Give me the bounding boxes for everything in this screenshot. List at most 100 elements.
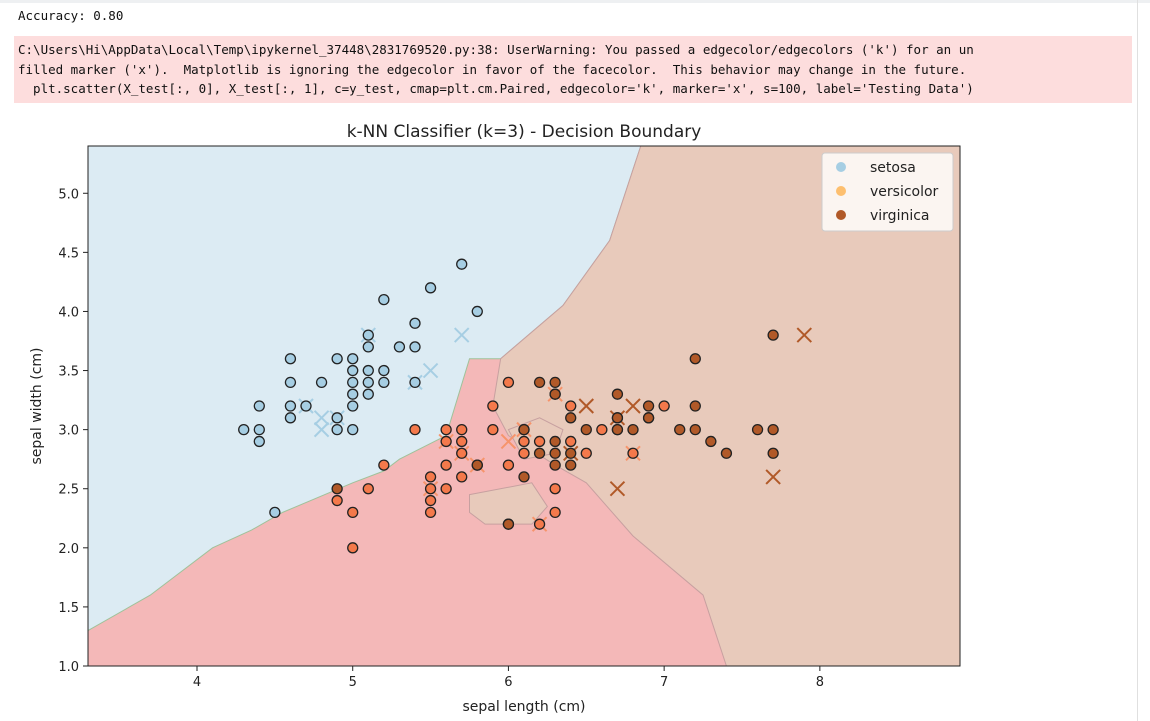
train-point-virginica: [720, 447, 733, 459]
train-point-versicolor: [424, 471, 437, 483]
chart-title: k-NN Classifier (k=3) - Decision Boundar…: [347, 122, 702, 142]
train-point-virginica: [549, 447, 561, 459]
y-tick-label: 5.0: [58, 187, 79, 202]
test-point-virginica: [796, 327, 812, 343]
train-point-virginica: [627, 423, 639, 436]
train-point-versicolor: [456, 471, 468, 483]
train-point-setosa: [347, 376, 359, 389]
x-tick-label: 7: [660, 675, 668, 690]
train-point-versicolor: [440, 483, 452, 495]
train-point-virginica: [642, 412, 655, 424]
train-point-setosa: [331, 353, 343, 365]
train-point-setosa: [238, 423, 250, 436]
train-point-virginica: [565, 459, 577, 471]
train-point-setosa: [284, 400, 297, 412]
x-axis: 4 5 6 7 8: [193, 666, 824, 690]
train-point-setosa: [471, 305, 483, 318]
legend-label-virginica: virginica: [870, 208, 930, 224]
test-point-setosa: [313, 421, 330, 438]
train-point-versicolor: [424, 494, 437, 507]
train-point-versicolor: [533, 435, 546, 448]
legend-marker-virginica: [836, 210, 846, 220]
train-point-setosa: [253, 423, 265, 436]
train-point-setosa: [378, 376, 390, 389]
test-point-virginica: [609, 481, 626, 497]
train-point-versicolor: [424, 483, 437, 495]
train-point-virginica: [767, 329, 779, 341]
train-point-versicolor: [456, 423, 468, 436]
train-point-setosa: [347, 423, 359, 436]
train-point-setosa: [362, 329, 374, 341]
y-axis-label: sepal width (cm): [29, 347, 45, 464]
train-point-virginica: [674, 423, 686, 436]
legend: setosa versicolor virginica: [821, 152, 954, 232]
y-tick-label: 2.5: [58, 483, 79, 498]
train-point-setosa: [378, 293, 390, 306]
train-point-setosa: [362, 341, 374, 353]
train-point-virginica: [331, 483, 343, 495]
train-point-setosa: [424, 282, 437, 294]
train-point-versicolor: [440, 423, 452, 436]
train-point-versicolor: [518, 435, 530, 448]
train-point-versicolor: [502, 459, 515, 471]
train-point-virginica: [549, 435, 561, 448]
train-point-setosa: [393, 341, 406, 353]
train-point-setosa: [362, 376, 374, 389]
train-point-setosa: [347, 364, 359, 377]
train-point-virginica: [533, 376, 546, 389]
train-point-setosa: [409, 376, 421, 389]
train-point-virginica: [580, 423, 592, 436]
train-point-versicolor: [424, 506, 437, 519]
train-point-setosa: [347, 400, 359, 412]
train-point-virginica: [565, 447, 577, 459]
y-tick-label: 2.0: [58, 542, 79, 557]
train-point-setosa: [284, 412, 297, 424]
train-point-setosa: [331, 423, 343, 436]
train-point-virginica: [471, 459, 483, 471]
train-point-versicolor: [549, 483, 561, 495]
test-point-setosa: [313, 410, 330, 426]
train-point-virginica: [689, 423, 701, 436]
test-point-virginica: [625, 398, 641, 414]
notebook-scrollbar-track: [1137, 0, 1138, 721]
train-point-setosa: [253, 435, 265, 448]
train-point-setosa: [315, 376, 328, 389]
cell-output-stderr-warning: C:\Users\Hi\AppData\Local\Temp\ipykernel…: [14, 36, 1132, 103]
train-point-virginica: [533, 447, 546, 459]
train-point-versicolor: [378, 459, 390, 471]
train-point-setosa: [409, 317, 421, 329]
train-point-virginica: [751, 423, 764, 436]
train-point-setosa: [409, 341, 421, 353]
train-point-setosa: [253, 400, 265, 412]
y-tick-label: 3.5: [58, 365, 79, 380]
train-point-versicolor: [549, 506, 561, 519]
train-point-versicolor: [518, 447, 530, 459]
train-point-virginica: [611, 423, 624, 436]
train-point-versicolor: [331, 494, 343, 507]
test-point-virginica: [765, 469, 781, 485]
train-point-virginica: [549, 388, 561, 400]
train-point-virginica: [767, 423, 779, 436]
legend-box: [821, 152, 954, 232]
train-point-virginica: [549, 376, 561, 389]
train-point-virginica: [705, 435, 717, 448]
y-tick-label: 4.0: [58, 305, 79, 320]
train-point-versicolor: [347, 506, 359, 519]
train-point-versicolor: [533, 518, 546, 530]
train-point-virginica: [502, 518, 515, 530]
legend-label-setosa: setosa: [870, 160, 916, 176]
legend-marker-setosa: [836, 162, 846, 172]
train-point-versicolor: [487, 400, 499, 412]
train-point-setosa: [284, 353, 297, 365]
train-point-versicolor: [565, 400, 577, 412]
train-point-versicolor: [362, 483, 374, 495]
train-point-setosa: [331, 412, 343, 424]
plot-area: [88, 146, 960, 666]
train-point-setosa: [456, 258, 468, 270]
train-point-versicolor: [658, 400, 670, 412]
train-point-virginica: [565, 412, 577, 424]
test-point-setosa: [454, 327, 470, 343]
train-point-versicolor: [580, 447, 592, 459]
train-point-versicolor: [347, 542, 359, 554]
test-point-setosa: [422, 362, 439, 379]
